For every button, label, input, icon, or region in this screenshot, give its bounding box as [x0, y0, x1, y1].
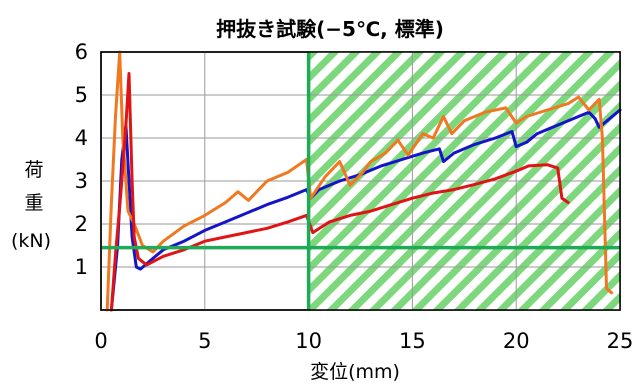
series-line-1 — [109, 108, 622, 312]
x-tick-label: 15 — [399, 329, 426, 353]
x-tick-label: 0 — [94, 329, 107, 353]
y-tick-label: 6 — [75, 40, 88, 64]
series-line-3 — [109, 72, 570, 312]
x-axis-label: 変位(mm) — [310, 361, 400, 383]
y-axis-label-line: 荷 — [24, 159, 43, 181]
plot-border — [100, 51, 621, 311]
y-tick-label: 1 — [75, 255, 88, 279]
y-tick-label: 2 — [75, 212, 88, 236]
y-tick-label: 3 — [75, 169, 88, 193]
x-tick-label: 25 — [607, 329, 634, 353]
y-axis-label-line: (kN) — [11, 230, 51, 252]
y-tick-label: 5 — [75, 83, 88, 107]
y-tick-label: 4 — [75, 126, 88, 150]
chart-title: 押抜き試験(−5℃, 標準) — [216, 17, 444, 41]
x-tick-labels: 0 5 10 15 20 25 — [94, 329, 633, 353]
x-tick-label: 20 — [503, 329, 530, 353]
y-axis-label: 荷重 (kN) — [11, 159, 51, 252]
x-tick-label: 10 — [295, 329, 322, 353]
reference-lines — [101, 52, 620, 310]
y-tick-labels: 1 2 3 4 5 6 — [75, 40, 88, 279]
y-axis-label-line: 重 — [24, 192, 43, 214]
x-tick-label: 5 — [198, 329, 211, 353]
